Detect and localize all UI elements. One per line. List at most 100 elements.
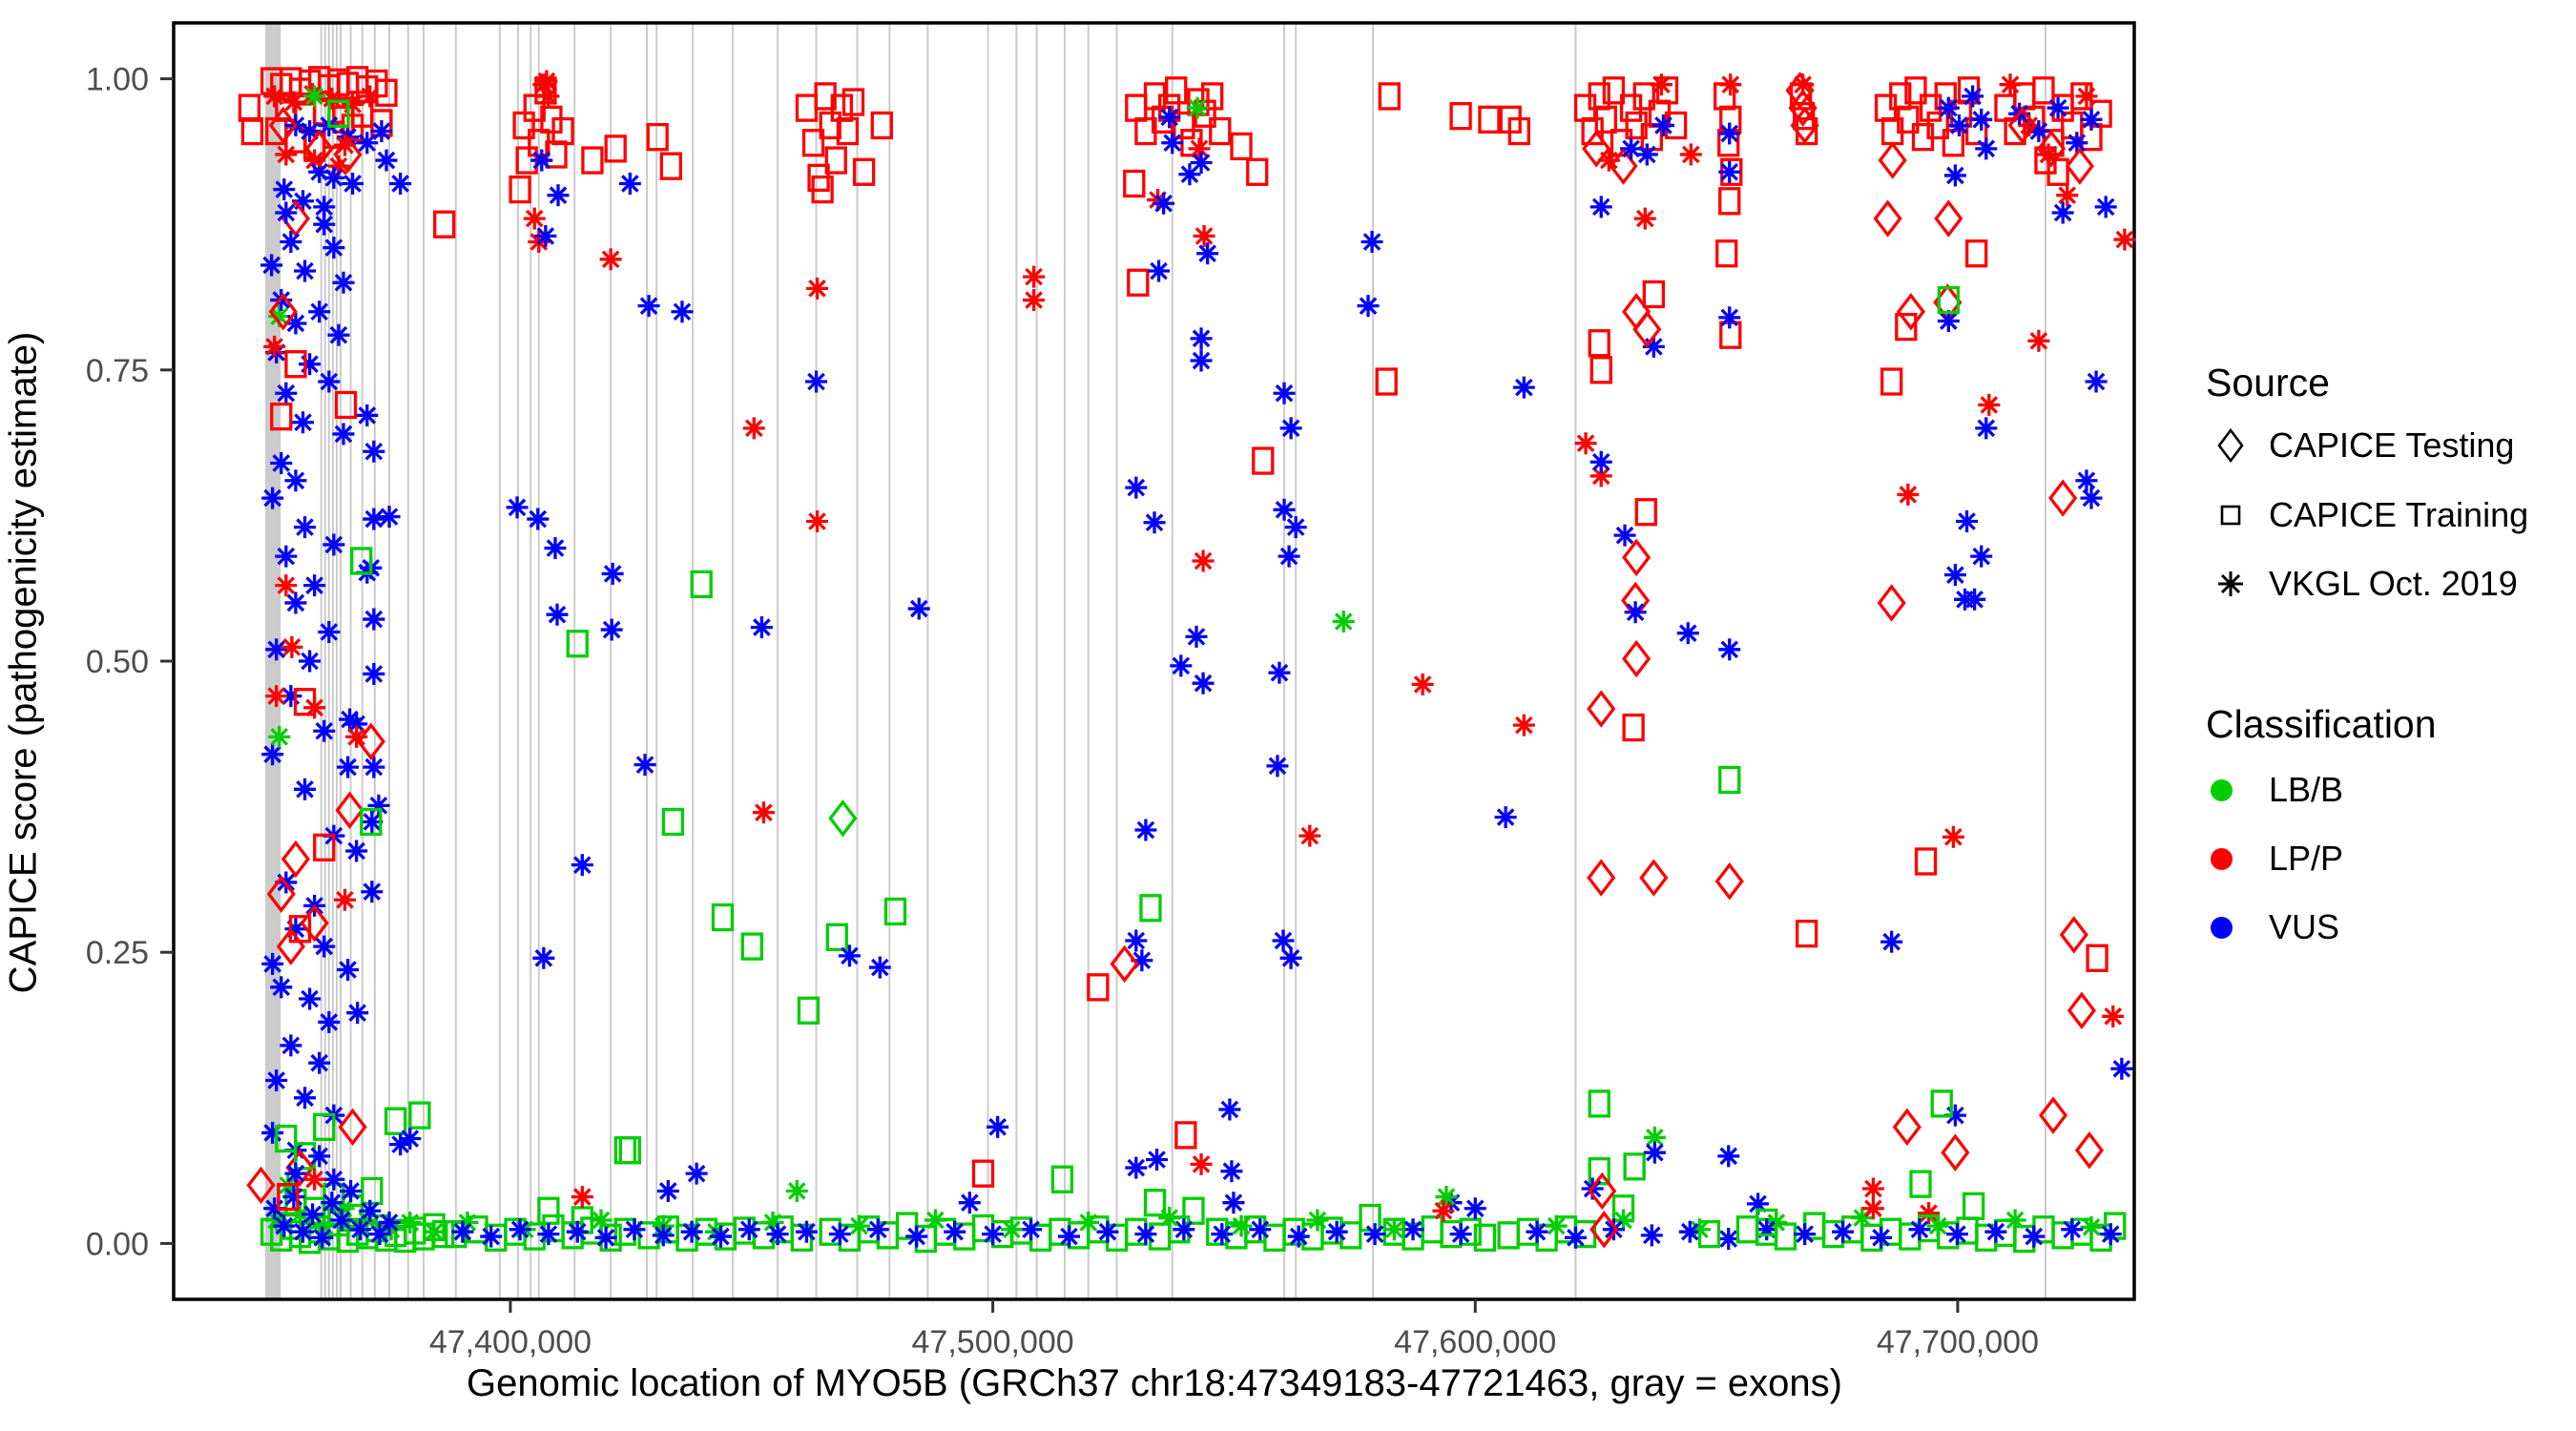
data-point-asterisk [318,370,341,393]
data-point-asterisk [590,1209,613,1232]
data-point-asterisk [1222,1192,1245,1214]
data-point-asterisk [1792,73,1815,96]
data-point-asterisk [1643,1141,1666,1164]
data-point-asterisk [1023,265,1046,288]
data-point-asterisk [299,650,322,673]
data-point-asterisk [1161,132,1184,155]
data-point-asterisk [1153,192,1175,215]
data-point-asterisk [544,537,567,560]
vus-color-dot [2211,916,2233,939]
data-point-asterisk [866,1218,889,1241]
data-point-asterisk [1077,1211,1100,1234]
data-point-asterisk [1193,224,1215,247]
data-point-asterisk [322,237,345,259]
data-point-asterisk [1926,1214,1949,1237]
data-point-asterisk [363,608,385,631]
data-point-square [1174,1121,1197,1150]
data-point-square [313,833,336,861]
data-point-asterisk [1624,601,1647,624]
data-point-asterisk [261,743,284,766]
data-point-square [1123,169,1146,198]
data-point-asterisk [2075,469,2098,492]
data-point-asterisk [623,1218,646,1241]
data-point-square [1796,116,1818,146]
x-tick-label: 47,600,000 [1394,1324,1556,1360]
data-point-square [1497,1221,1520,1250]
data-point-diamond [2036,130,2067,168]
data-point-asterisk [349,1218,372,1241]
y-tick-label: 1.00 [86,62,149,98]
data-point-asterisk [265,1068,288,1091]
data-point-asterisk [1943,564,1966,587]
data-point-asterisk [308,1051,331,1074]
data-point-asterisk [1279,417,1302,440]
data-point-asterisk [322,1168,345,1191]
legend-item-label: CAPICE Training [2269,495,2529,534]
data-point-asterisk [299,120,322,143]
data-point-asterisk [2080,1215,2103,1238]
data-point-asterisk [2051,201,2074,224]
lbb-color-dot [2211,778,2233,801]
data-point-asterisk [982,1223,1005,1246]
data-point-asterisk [1096,1220,1119,1243]
data-point-diamond [2048,479,2078,517]
data-point-diamond [1110,944,1139,984]
data-point-asterisk [1602,1218,1625,1241]
data-point-asterisk [1449,1223,1472,1246]
data-point-asterisk [1000,1218,1023,1241]
data-point-asterisk [685,1162,708,1185]
data-point-asterisk [359,85,382,108]
data-point-square [661,807,685,837]
data-point-asterisk [1945,1223,1968,1246]
data-point-asterisk [1545,1214,1568,1237]
data-point-asterisk [737,1218,760,1241]
data-point-asterisk [532,946,555,969]
data-point-asterisk [299,353,322,376]
data-point-diamond [280,840,311,879]
data-point-asterisk [363,508,385,530]
data-point-asterisk [345,725,368,748]
data-point-asterisk [1970,545,1993,568]
data-point-asterisk [1363,1223,1386,1246]
data-point-square [1926,111,1949,140]
data-point-diamond [1588,1172,1617,1211]
data-point-asterisk [361,881,384,903]
data-point-asterisk [1975,417,1998,440]
data-point-asterisk [1870,1226,1893,1249]
data-point-diamond [828,799,858,838]
data-point-square [971,1159,995,1188]
data-point-asterisk [2056,184,2079,207]
data-point-square [1914,847,1938,876]
data-point-square [1792,102,1816,131]
data-point-square [819,111,841,140]
data-point-asterisk [345,840,368,862]
data-point-asterisk [399,1128,422,1151]
data-point-asterisk [1325,1220,1348,1243]
y-tick-label: 0.25 [86,935,149,971]
data-point-asterisk [311,1226,334,1249]
data-point-square [1173,111,1195,140]
data-point-asterisk [1947,114,1970,136]
data-point-asterisk [1185,625,1208,648]
data-point-asterisk [1273,498,1296,521]
y-tick-label: 0.50 [86,644,149,680]
data-point-asterisk [1494,806,1517,829]
data-point-asterisk [1170,654,1193,677]
data-point-square [646,122,669,152]
data-point-asterisk [1526,1220,1548,1243]
data-point-asterisk [547,184,570,207]
data-point-square [1588,1089,1610,1118]
data-point-asterisk [1272,929,1295,952]
data-point-square [1588,329,1610,358]
data-point-square [825,923,848,951]
data-point-asterisk [1962,85,1984,108]
data-point-asterisk [1146,1149,1169,1172]
data-point-asterisk [389,172,412,195]
data-point-asterisk [363,440,385,463]
data-point-asterisk [530,149,553,172]
data-point-square [690,570,713,599]
legend-item-label: VKGL Oct. 2019 [2269,564,2518,603]
data-point-asterisk [2080,487,2103,509]
data-point-asterisk [806,277,829,300]
x-tick-label: 47,400,000 [429,1324,592,1360]
